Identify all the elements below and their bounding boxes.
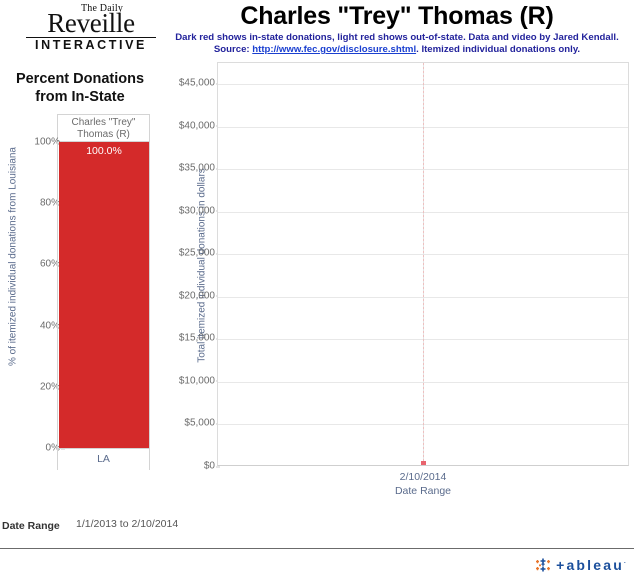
donations-over-time-panel: Total itemized individual donations in d… bbox=[160, 60, 634, 520]
date-range-value[interactable]: 1/1/2013 to 2/10/2014 bbox=[76, 518, 179, 530]
percent-in-state-panel: Percent Donations from In-State Charles … bbox=[0, 66, 178, 536]
left-chart-heading: Percent Donations from In-State bbox=[15, 71, 145, 105]
subtitle-line-2: Source: http://www.fec.gov/disclosure.sh… bbox=[160, 44, 634, 56]
bar-value-label: 100.0% bbox=[86, 145, 122, 157]
logo-the-daily-text: The Daily bbox=[80, 3, 124, 14]
right-y-tick: $10,000 bbox=[159, 375, 220, 386]
subtitle-line-1: Dark red shows in-state donations, light… bbox=[175, 32, 619, 43]
page-subtitle: Dark red shows in-state donations, light… bbox=[160, 32, 634, 56]
left-y-tick: 20% bbox=[10, 381, 65, 392]
right-x-axis: 2/10/2014 Date Range bbox=[217, 470, 629, 498]
right-x-axis-title: Date Range bbox=[394, 485, 452, 497]
left-x-axis-label: LA bbox=[57, 448, 150, 470]
left-y-tick: 80% bbox=[10, 198, 65, 209]
tableau-wordmark: +ableau· bbox=[556, 557, 626, 573]
right-y-tick: $15,000 bbox=[159, 333, 220, 344]
tableau-logo[interactable]: +ableau· bbox=[534, 556, 626, 574]
date-range-filter: Date Range 1/1/2013 to 2/10/2014 bbox=[0, 518, 200, 538]
source-suffix-text: . Itemized individual donations only. bbox=[416, 44, 581, 55]
right-x-tick-label: 2/10/2014 bbox=[399, 471, 447, 483]
page-header: The Daily Reveille INTERACTIVE Charles "… bbox=[0, 0, 634, 58]
footer-divider bbox=[0, 548, 634, 549]
left-y-tick: 0% bbox=[10, 443, 65, 454]
right-y-tick: $35,000 bbox=[159, 163, 220, 174]
left-y-tick: 100% bbox=[10, 137, 65, 148]
right-y-tick: $30,000 bbox=[159, 205, 220, 216]
right-y-tick: $0 bbox=[159, 461, 220, 472]
title-block: Charles "Trey" Thomas (R) Dark red shows… bbox=[160, 2, 634, 56]
right-y-tick: $20,000 bbox=[159, 290, 220, 301]
right-plot-area bbox=[217, 62, 629, 466]
logo-reveille-text: Reveille bbox=[26, 10, 156, 38]
date-range-label: Date Range bbox=[2, 520, 60, 532]
left-y-tick: 60% bbox=[10, 259, 65, 270]
left-column-header: Charles "Trey" Thomas (R) bbox=[57, 114, 150, 142]
page-title: Charles "Trey" Thomas (R) bbox=[240, 2, 554, 30]
daily-reveille-logo: The Daily Reveille INTERACTIVE bbox=[26, 4, 156, 52]
left-plot-area: 100.0% bbox=[57, 142, 150, 448]
bar-reference-line bbox=[423, 63, 424, 465]
source-url-link[interactable]: http://www.fec.gov/disclosure.shtml bbox=[252, 44, 417, 55]
right-y-tick: $45,000 bbox=[159, 78, 220, 89]
logo-interactive-text: INTERACTIVE bbox=[35, 38, 147, 52]
source-prefix-text: Source: bbox=[213, 44, 253, 55]
right-y-tick: $5,000 bbox=[159, 418, 220, 429]
right-y-tick: $25,000 bbox=[159, 248, 220, 259]
bar-la[interactable]: 100.0% bbox=[59, 142, 149, 448]
bar-2-10-2014[interactable] bbox=[420, 460, 426, 465]
right-y-axis-title: Total itemized individual donations in d… bbox=[196, 168, 208, 363]
right-y-tick: $40,000 bbox=[159, 120, 220, 131]
tableau-mark-icon bbox=[534, 556, 552, 574]
left-y-tick: 40% bbox=[10, 320, 65, 331]
